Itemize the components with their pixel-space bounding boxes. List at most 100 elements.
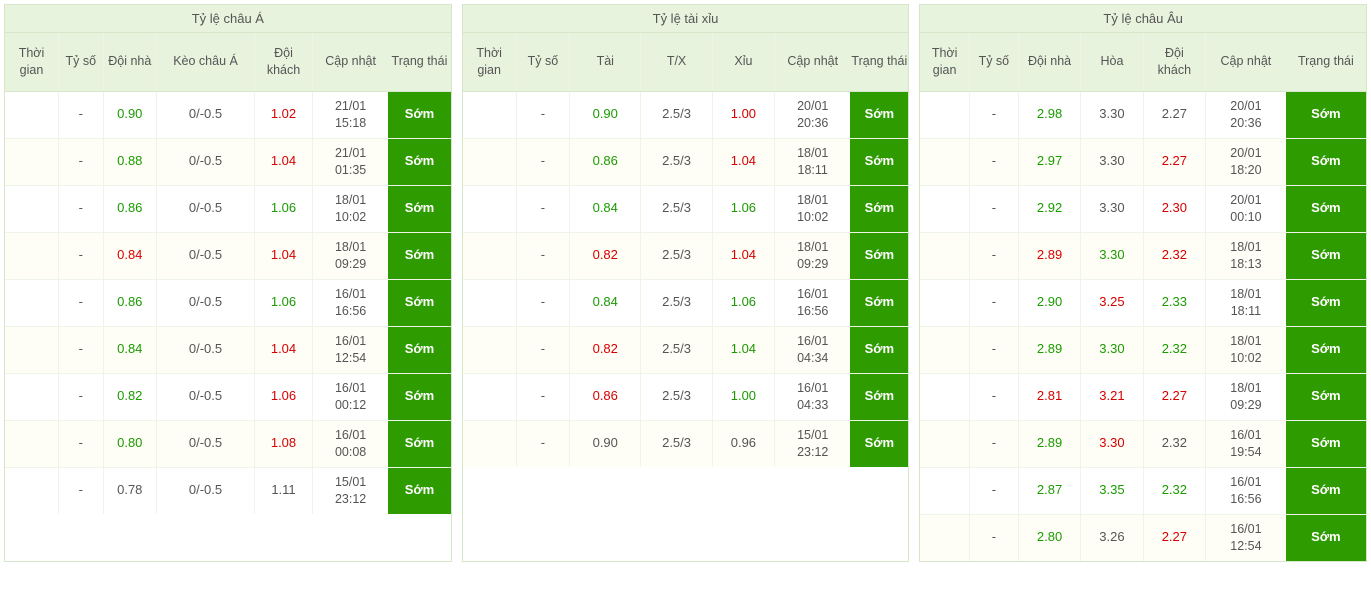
update-time-cell: 18/0109:29 [775,232,851,279]
data-cell: 2.32 [1143,232,1205,279]
status-badge: Sớm [850,421,908,467]
table-row: -0.860/-0.51.0618/0110:02Sớm [5,185,451,232]
update-time-cell: 18/0109:29 [312,232,388,279]
table-row: -0.862.5/31.0016/0104:33Sớm [463,373,909,420]
status-cell: Sớm [850,138,908,185]
data-cell: 1.06 [255,373,313,420]
data-cell: 2.27 [1143,138,1205,185]
panel-title: Tỷ lệ tài xỉu [463,5,909,33]
table-row: -0.800/-0.51.0816/0100:08Sớm [5,420,451,467]
data-cell: - [969,232,1018,279]
update-time-cell: 16/0112:54 [1206,514,1286,561]
data-cell: - [969,420,1018,467]
table-row: -2.813.212.2718/0109:29Sớm [920,373,1366,420]
data-cell: 1.02 [255,91,313,138]
status-badge: Sớm [850,327,908,373]
table-row: -2.893.302.3216/0119:54Sớm [920,420,1366,467]
status-cell: Sớm [850,373,908,420]
data-cell: 1.00 [712,373,774,420]
data-cell: - [58,420,103,467]
data-cell: - [58,279,103,326]
data-cell: 1.06 [712,279,774,326]
status-badge: Sớm [850,280,908,326]
status-badge: Sớm [388,374,450,420]
status-badge: Sớm [388,327,450,373]
update-time-cell: 21/0101:35 [312,138,388,185]
update-time-cell: 16/0119:54 [1206,420,1286,467]
data-cell: - [516,138,569,185]
update-time-cell: 18/0110:02 [775,185,851,232]
data-cell: - [58,467,103,514]
status-cell: Sớm [388,138,450,185]
data-cell [5,467,58,514]
column-header: Cập nhật [775,33,851,91]
data-cell: 1.04 [255,138,313,185]
table-row: -0.780/-0.51.1115/0123:12Sớm [5,467,451,514]
column-header: Tỷ số [58,33,103,91]
odds-table: Thời gianTỷ sốĐội nhàKèo châu ÁĐội khách… [5,33,451,514]
update-time-cell: 18/0118:11 [775,138,851,185]
status-cell: Sớm [1286,91,1366,138]
status-badge: Sớm [388,186,450,232]
update-time-cell: 16/0104:34 [775,326,851,373]
data-cell: 0/-0.5 [157,91,255,138]
odds-panel: Tỷ lệ châu ÁThời gianTỷ sốĐội nhàKèo châ… [4,4,452,562]
data-cell: 2.5/3 [641,373,712,420]
data-cell: 2.33 [1143,279,1205,326]
table-row: -0.900/-0.51.0221/0115:18Sớm [5,91,451,138]
table-row: -0.820/-0.51.0616/0100:12Sớm [5,373,451,420]
data-cell: 3.35 [1081,467,1143,514]
column-header: Đội nhà [103,33,156,91]
update-time-cell: 15/0123:12 [312,467,388,514]
status-badge: Sớm [850,186,908,232]
status-cell: Sớm [388,232,450,279]
data-cell: - [516,185,569,232]
column-header: Trạng thái [388,33,450,91]
update-time-cell: 15/0123:12 [775,420,851,467]
table-row: -2.893.302.3218/0118:13Sớm [920,232,1366,279]
data-cell: 0/-0.5 [157,326,255,373]
status-badge: Sớm [1286,233,1366,279]
status-cell: Sớm [388,279,450,326]
status-badge: Sớm [850,92,908,138]
column-header: Đội nhà [1018,33,1080,91]
status-badge: Sớm [1286,280,1366,326]
update-time-cell: 16/0116:56 [1206,467,1286,514]
status-badge: Sớm [388,468,450,514]
data-cell: - [58,138,103,185]
update-time-cell: 21/0115:18 [312,91,388,138]
status-badge: Sớm [388,280,450,326]
table-row: -0.840/-0.51.0416/0112:54Sớm [5,326,451,373]
status-badge: Sớm [1286,139,1366,185]
data-cell: - [969,373,1018,420]
data-cell: - [969,467,1018,514]
data-cell: - [58,232,103,279]
data-cell: - [516,279,569,326]
data-cell [463,138,516,185]
data-cell: 3.30 [1081,138,1143,185]
panel-title: Tỷ lệ châu Âu [920,5,1366,33]
data-cell: 0.86 [103,279,156,326]
data-cell [5,185,58,232]
status-cell: Sớm [1286,185,1366,232]
status-cell: Sớm [1286,420,1366,467]
table-row: -2.973.302.2720/0118:20Sớm [920,138,1366,185]
status-cell: Sớm [850,232,908,279]
update-time-cell: 18/0118:13 [1206,232,1286,279]
data-cell [920,373,969,420]
data-cell: 2.89 [1018,232,1080,279]
data-cell: 0.84 [103,232,156,279]
data-cell: 2.90 [1018,279,1080,326]
status-badge: Sớm [1286,186,1366,232]
data-cell: 2.87 [1018,467,1080,514]
data-cell: 2.80 [1018,514,1080,561]
data-cell: 2.32 [1143,326,1205,373]
status-badge: Sớm [388,421,450,467]
data-cell [463,326,516,373]
status-badge: Sớm [1286,468,1366,514]
data-cell [920,138,969,185]
status-cell: Sớm [1286,326,1366,373]
status-cell: Sớm [388,420,450,467]
column-header: Thời gian [463,33,516,91]
status-cell: Sớm [1286,514,1366,561]
